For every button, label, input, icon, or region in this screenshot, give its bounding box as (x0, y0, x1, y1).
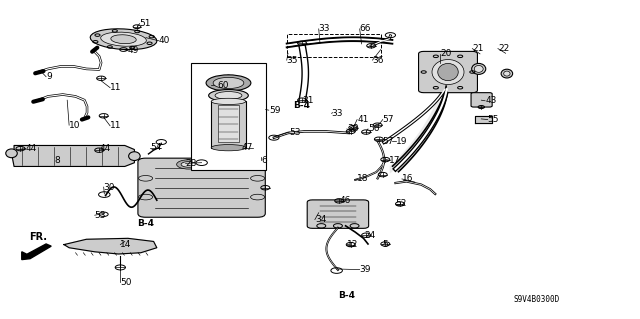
Ellipse shape (204, 162, 219, 167)
Ellipse shape (250, 175, 265, 181)
Text: 20: 20 (440, 49, 452, 58)
FancyBboxPatch shape (471, 93, 492, 107)
Text: 44: 44 (26, 144, 37, 153)
FancyBboxPatch shape (419, 51, 477, 93)
Text: 16: 16 (402, 174, 413, 183)
Text: FR.: FR. (29, 232, 47, 242)
Ellipse shape (206, 75, 251, 91)
Bar (218, 105, 239, 142)
Ellipse shape (215, 92, 242, 100)
Text: 33: 33 (319, 24, 330, 33)
Text: 24: 24 (365, 231, 376, 240)
Text: 53: 53 (289, 128, 301, 137)
Text: 47: 47 (242, 143, 253, 152)
FancyBboxPatch shape (138, 158, 265, 217)
Ellipse shape (211, 98, 246, 105)
Polygon shape (22, 244, 51, 260)
Text: 57: 57 (383, 115, 394, 124)
Ellipse shape (474, 65, 483, 72)
Text: 18: 18 (357, 174, 369, 183)
Text: 30: 30 (104, 182, 115, 192)
Text: 54: 54 (150, 143, 162, 152)
Ellipse shape (139, 175, 152, 181)
Ellipse shape (100, 32, 147, 46)
Text: 21: 21 (472, 44, 484, 53)
Text: 28: 28 (186, 159, 197, 168)
Text: 14: 14 (120, 240, 132, 249)
Text: 66: 66 (360, 24, 371, 33)
Text: 53: 53 (95, 211, 106, 220)
Ellipse shape (432, 60, 464, 85)
Text: 22: 22 (498, 44, 509, 53)
Ellipse shape (90, 29, 157, 50)
Text: 41: 41 (357, 115, 369, 124)
Ellipse shape (209, 90, 248, 101)
Bar (191, 63, 266, 170)
Text: 6: 6 (261, 156, 267, 165)
Text: 60: 60 (218, 81, 229, 90)
Text: 43: 43 (485, 96, 497, 105)
Ellipse shape (211, 145, 246, 151)
Text: 56: 56 (368, 124, 380, 133)
Text: 57: 57 (383, 137, 394, 146)
Text: 5: 5 (383, 240, 388, 249)
Ellipse shape (129, 152, 140, 160)
Ellipse shape (504, 71, 510, 76)
Text: 51: 51 (140, 19, 151, 28)
Ellipse shape (111, 35, 136, 44)
Text: 33: 33 (332, 109, 343, 118)
Text: 19: 19 (396, 137, 407, 146)
Ellipse shape (6, 149, 17, 158)
Ellipse shape (501, 69, 513, 78)
FancyBboxPatch shape (307, 200, 369, 228)
Ellipse shape (250, 194, 265, 200)
Text: 35: 35 (287, 56, 298, 65)
Text: 34: 34 (315, 215, 326, 224)
Text: B-4: B-4 (338, 291, 355, 300)
Ellipse shape (472, 63, 486, 74)
Text: 36: 36 (372, 56, 384, 65)
Ellipse shape (213, 77, 244, 89)
Ellipse shape (177, 160, 201, 169)
Text: 38: 38 (347, 124, 358, 133)
Text: 31: 31 (302, 96, 314, 105)
Text: 11: 11 (110, 121, 122, 130)
Text: 11: 11 (110, 83, 122, 92)
Text: 39: 39 (360, 265, 371, 274)
Text: 59: 59 (269, 106, 280, 115)
Bar (211, 101, 246, 148)
Text: 8: 8 (54, 156, 60, 165)
Text: 9: 9 (46, 72, 52, 81)
Text: 44: 44 (99, 144, 111, 153)
Text: B-4: B-4 (293, 101, 310, 110)
Text: 49: 49 (128, 46, 140, 55)
Text: S9V4B0300D: S9V4B0300D (513, 295, 559, 304)
Text: 12: 12 (347, 240, 358, 249)
Text: 10: 10 (69, 121, 81, 130)
Bar (287, 33, 381, 57)
Text: B-4: B-4 (138, 219, 155, 228)
Ellipse shape (438, 63, 458, 81)
Ellipse shape (199, 160, 223, 169)
Ellipse shape (139, 194, 152, 200)
Text: 40: 40 (159, 36, 170, 45)
Polygon shape (12, 145, 134, 167)
Text: 55: 55 (488, 115, 499, 124)
Ellipse shape (181, 162, 196, 167)
Text: 46: 46 (339, 196, 351, 205)
Polygon shape (475, 116, 492, 123)
Text: 52: 52 (396, 199, 407, 208)
Polygon shape (64, 238, 157, 254)
Text: 50: 50 (120, 278, 132, 286)
Text: 17: 17 (389, 156, 401, 165)
